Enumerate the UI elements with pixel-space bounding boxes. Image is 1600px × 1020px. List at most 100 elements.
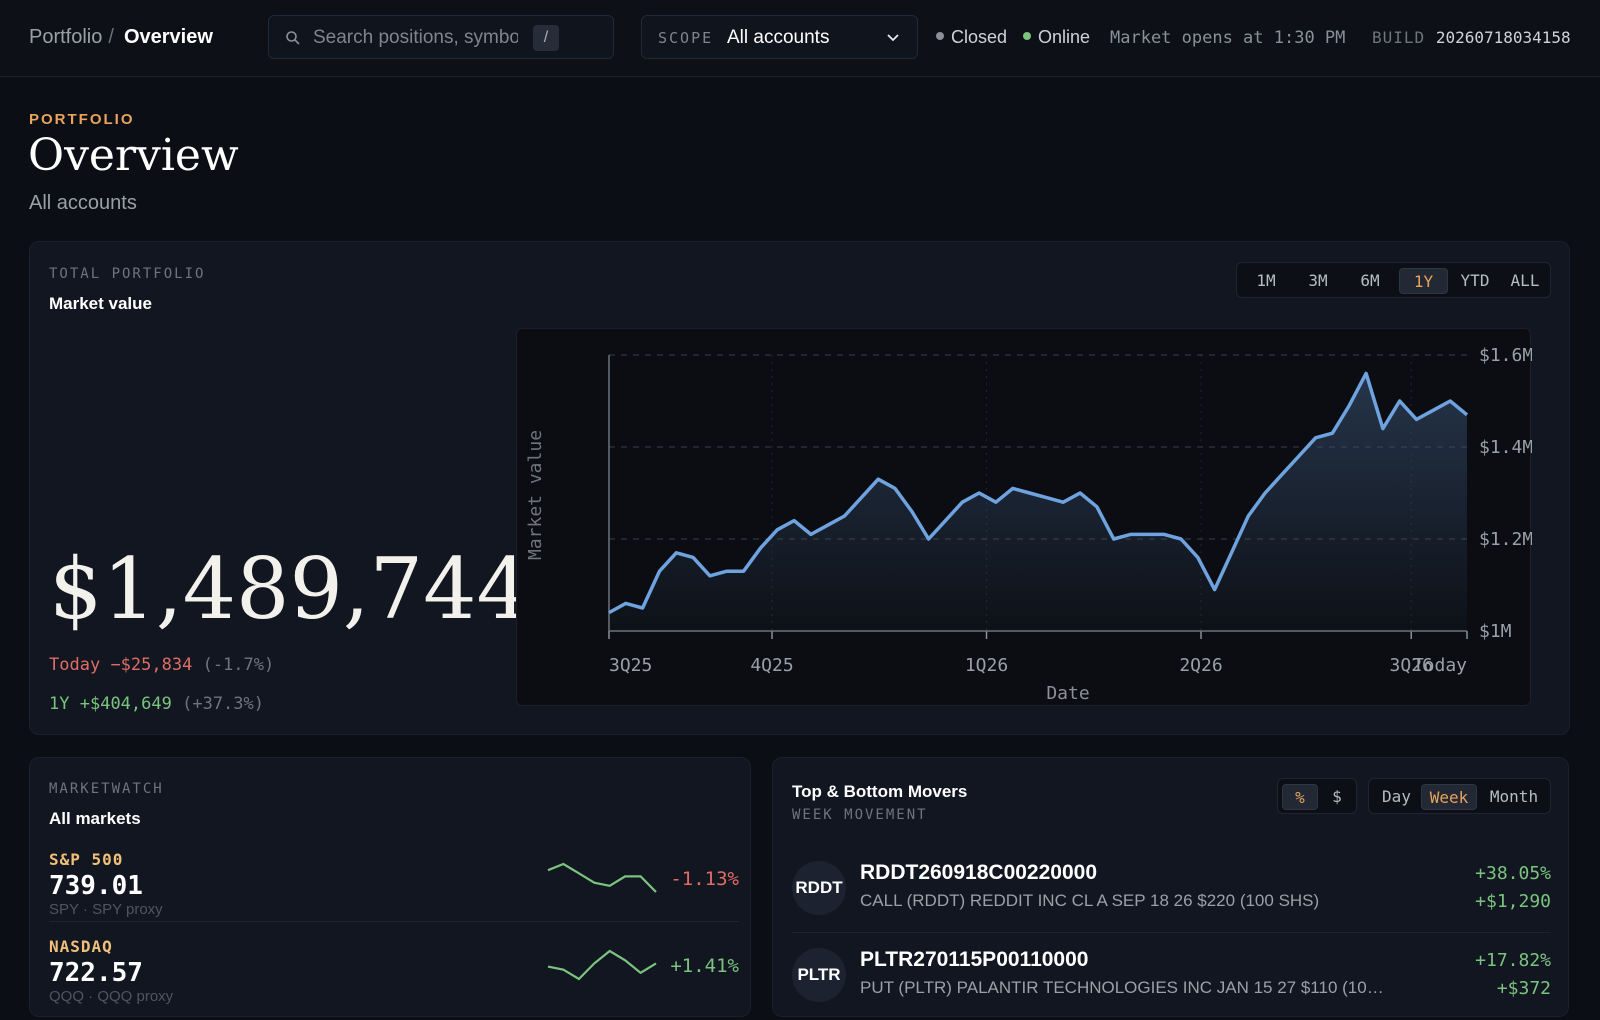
mover-description: PUT (PLTR) PALANTIR TECHNOLOGIES INC JAN… <box>860 978 1390 997</box>
year-label: 1Y <box>49 694 70 714</box>
unit-percent-button[interactable]: % <box>1282 784 1318 810</box>
breadcrumb-current: Overview <box>123 26 213 48</box>
build-info: BUILD 20260718034158 <box>1372 28 1571 47</box>
top-bar: Portfolio / Overview Search positions, sym… <box>0 0 1600 77</box>
x-tick-label: 1Q26 <box>965 655 1008 676</box>
portfolio-chart: $1M $1.2M $1.4M $1.6M 3Q25 4Q25 1Q26 2Q26 3Q26 To… <box>516 328 1533 706</box>
mover-symbol: PLTR270115P00110000 <box>860 948 1089 971</box>
period-day-button[interactable]: Day <box>1382 787 1411 806</box>
sparkline-path <box>547 862 657 893</box>
market-value: 722.57 <box>49 958 143 988</box>
y-tick-label: $1.2M <box>1479 529 1532 550</box>
range-all-button[interactable]: ALL <box>1510 271 1540 290</box>
year-change-value: +$404,649 <box>79 694 172 714</box>
mover-pct: +17.82% <box>1475 950 1551 971</box>
scope-value: All accounts <box>727 27 830 48</box>
x-tick-label: Today <box>1413 655 1467 676</box>
breadcrumb-separator: / <box>108 26 114 48</box>
market-change: +1.41% <box>670 955 739 977</box>
portfolio-title: Market value <box>49 294 152 313</box>
build-label: BUILD <box>1372 28 1426 47</box>
range-1y-button[interactable]: 1Y <box>1399 268 1448 294</box>
year-change: 1Y +$404,649 (+37.3%) <box>49 694 264 714</box>
year-change-pct: (+37.3%) <box>182 694 264 714</box>
sparkline-path <box>547 949 657 981</box>
x-tick-label: 3Q25 <box>609 655 652 676</box>
marketwatch-label: MARKETWATCH <box>49 781 164 797</box>
x-tick-label: 4Q25 <box>750 655 793 676</box>
today-change: Today −$25,834 (-1.7%) <box>49 655 274 675</box>
online-dot-icon <box>1023 32 1031 41</box>
chevron-down-icon <box>887 34 899 42</box>
unit-toggle: % $ <box>1277 778 1357 814</box>
page-eyebrow: PORTFOLIO <box>29 111 135 128</box>
period-toggle: Day Week Month <box>1368 778 1551 814</box>
today-label: Today <box>49 655 101 675</box>
y-tick-label: $1M <box>1479 621 1512 642</box>
market-name: NASDAQ <box>49 937 113 956</box>
scope-select[interactable]: SCOPE All accounts <box>641 15 918 59</box>
market-opens-text: Market opens at 1:30 PM <box>1110 28 1346 48</box>
mover-item[interactable]: RDDT RDDT260918C00220000 CALL (RDDT) RED… <box>792 861 1551 933</box>
status-dot-icon <box>936 32 944 41</box>
connection-status: Online <box>1023 27 1090 48</box>
y-tick-label: $1.4M <box>1479 437 1532 458</box>
market-status-text: Closed <box>951 27 1008 47</box>
breadcrumb-root[interactable]: Portfolio <box>29 26 103 48</box>
marketwatch-title: All markets <box>49 809 141 828</box>
scope-label: SCOPE <box>658 29 714 47</box>
sparkline-sp500 <box>547 862 657 893</box>
market-change: -1.13% <box>670 868 739 890</box>
market-status: Closed <box>936 27 1007 48</box>
y-tick-label: $1.6M <box>1479 345 1532 366</box>
connection-status-text: Online <box>1038 27 1091 47</box>
movers-title: Top & Bottom Movers <box>792 782 968 801</box>
x-tick-label: 2Q26 <box>1179 655 1222 676</box>
today-change-value: −$25,834 <box>110 655 193 675</box>
mover-symbol: RDDT260918C00220000 <box>860 861 1097 884</box>
series-line <box>608 371 1469 615</box>
search-placeholder: Search positions, symbols <box>313 27 518 48</box>
search-icon <box>286 31 300 45</box>
search-shortcut-key: / <box>533 25 559 51</box>
portfolio-label: TOTAL PORTFOLIO <box>49 266 206 282</box>
portfolio-value: $1,489,744 <box>49 540 530 638</box>
ticker-avatar: RDDT <box>792 861 846 915</box>
range-6m-button[interactable]: 6M <box>1360 271 1380 290</box>
mover-description: CALL (RDDT) REDDIT INC CL A SEP 18 26 $2… <box>860 891 1320 910</box>
range-3m-button[interactable]: 3M <box>1308 271 1328 290</box>
x-axis-label: Date <box>1046 683 1089 704</box>
portfolio-chart-svg: $1M $1.2M $1.4M $1.6M 3Q25 4Q25 1Q26 2Q26 3Q26To… <box>525 345 1533 704</box>
market-value: 739.01 <box>49 871 143 901</box>
page-title: Overview <box>28 130 239 181</box>
x-tick-label: 3Q26 <box>1390 655 1433 676</box>
build-value: 20260718034158 <box>1435 28 1571 47</box>
mover-amount: +$1,290 <box>1475 891 1551 912</box>
period-month-button[interactable]: Month <box>1489 787 1539 806</box>
movers-panel: Top & Bottom Movers WEEK MOVEMENT % $ Da… <box>772 757 1569 1017</box>
marketwatch-panel: MARKETWATCH All markets S&P 500 739.01 S… <box>29 757 751 1017</box>
range-1m-button[interactable]: 1M <box>1256 271 1276 290</box>
breadcrumb: Portfolio / Overview <box>29 26 213 49</box>
market-item-nasdaq[interactable]: NASDAQ 722.57 QQQ · QQQ proxy +1.41% <box>49 937 739 1009</box>
market-source: QQQ · QQQ proxy <box>49 988 174 1005</box>
range-ytd-button[interactable]: YTD <box>1460 271 1490 290</box>
area-fill <box>609 373 1467 631</box>
range-selector: 1M 3M 6M 1Y YTD ALL <box>1236 262 1551 298</box>
search-input[interactable]: Search positions, symbols / <box>268 15 614 59</box>
sparkline-nasdaq <box>547 949 657 981</box>
mover-amount: +$372 <box>1496 978 1551 999</box>
mover-item[interactable]: PLTR PLTR270115P00110000 PUT (PLTR) PALA… <box>792 948 1551 1020</box>
movers-subtitle: WEEK MOVEMENT <box>792 807 928 823</box>
page-subtitle: All accounts <box>29 192 137 214</box>
period-week-button[interactable]: Week <box>1421 784 1477 810</box>
market-item-sp500[interactable]: S&P 500 739.01 SPY · SPY proxy -1.13% <box>49 850 739 922</box>
ticker-avatar: PLTR <box>792 948 846 1002</box>
unit-dollar-button[interactable]: $ <box>1332 787 1342 806</box>
market-source: SPY · SPY proxy <box>49 901 163 918</box>
market-name: S&P 500 <box>49 850 124 869</box>
mover-pct: +38.05% <box>1475 863 1551 884</box>
y-axis-label: Market value <box>525 430 546 560</box>
portfolio-panel: TOTAL PORTFOLIO Market value $1,489,744 … <box>29 241 1570 735</box>
today-change-pct: (-1.7%) <box>202 655 275 675</box>
